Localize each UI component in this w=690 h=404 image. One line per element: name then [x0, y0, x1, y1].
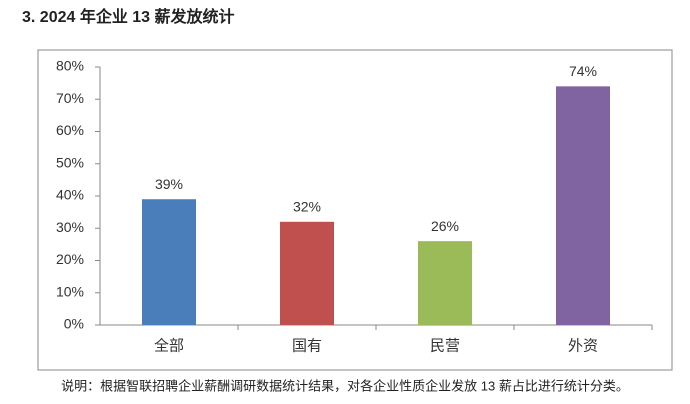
x-tick-label: 民营: [430, 337, 460, 354]
y-tick-label: 70%: [56, 90, 84, 106]
bar: [280, 221, 334, 325]
y-tick-label: 30%: [56, 219, 84, 235]
chart-note: 说明：根据智联招聘企业薪酬调研数据统计结果，对各企业性质企业发放 13 薪占比进…: [61, 378, 629, 393]
x-tick-label: 全部: [154, 336, 184, 354]
y-tick-label: 60%: [56, 122, 84, 138]
bar: [418, 241, 472, 325]
y-tick-label: 10%: [56, 283, 84, 299]
y-tick-label: 80%: [56, 58, 84, 74]
y-tick-label: 20%: [56, 251, 84, 267]
chart-title: 3. 2024 年企业 13 薪发放统计: [22, 7, 235, 26]
y-tick-label: 50%: [56, 154, 84, 170]
y-tick-label: 40%: [56, 187, 84, 203]
x-tick-label: 外资: [568, 337, 598, 354]
bar: [142, 199, 196, 325]
y-tick-label: 0%: [64, 316, 84, 332]
bar: [556, 86, 610, 325]
value-label: 74%: [569, 63, 597, 79]
chart-frame: [37, 49, 673, 371]
value-label: 39%: [155, 176, 183, 192]
value-label: 32%: [293, 199, 321, 215]
value-label: 26%: [431, 218, 459, 234]
x-tick-label: 国有: [292, 337, 322, 354]
